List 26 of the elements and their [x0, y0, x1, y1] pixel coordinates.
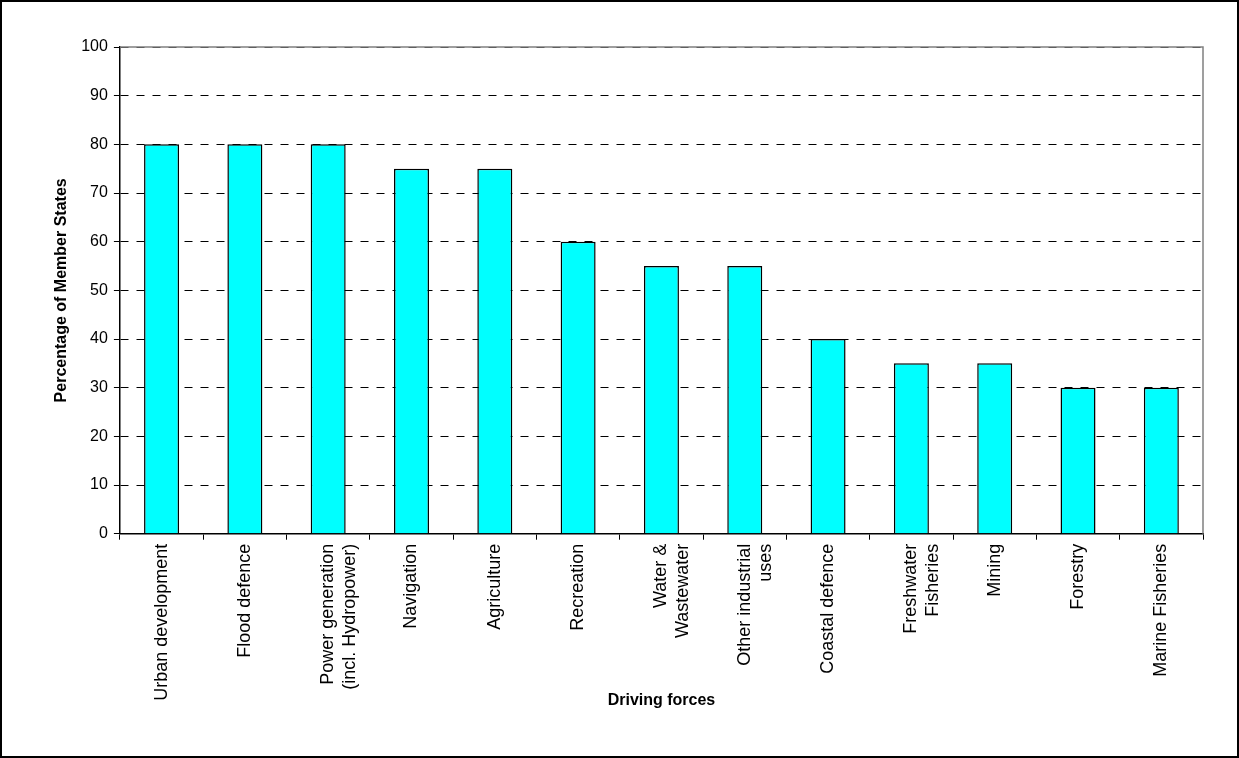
x-tick-label: Water & Wastewater — [650, 543, 693, 639]
y-tick-label: 10 — [90, 475, 108, 493]
x-tick-label: Marine Fisheries — [1150, 543, 1171, 677]
y-tick-label: 70 — [90, 183, 108, 201]
y-tick-label: 20 — [90, 426, 108, 444]
y-tick-label: 80 — [90, 134, 108, 152]
x-tick-label: Mining — [983, 543, 1004, 597]
x-tick-label: Flood defence — [233, 543, 254, 658]
y-tick-label: 50 — [90, 280, 108, 298]
y-tick-label: 0 — [98, 524, 108, 542]
x-tick-label: Forestry — [1067, 543, 1087, 610]
y-tick-label: 30 — [90, 378, 108, 396]
x-tick-label: Urban development — [150, 543, 171, 701]
x-tick-label: Coastal defence — [817, 543, 838, 674]
y-axis-title: Percentage of Member States — [52, 178, 70, 403]
x-tick-label: Recreation — [567, 543, 588, 631]
x-tick-label: Power generation (incl. Hydropower) — [317, 543, 359, 690]
x-axis-title: Driving forces — [607, 690, 716, 708]
x-tick-label: Other industrial uses — [733, 543, 776, 666]
y-tick-label: 90 — [90, 86, 108, 104]
x-tick-label: Freshwater Fisheries — [900, 543, 942, 634]
x-tick-label: Navigation — [400, 543, 421, 629]
x-tick-label: Agriculture — [483, 543, 504, 630]
y-tick-label: 40 — [90, 329, 108, 347]
y-tick-label: 60 — [90, 232, 108, 250]
y-tick-label: 100 — [81, 37, 108, 55]
